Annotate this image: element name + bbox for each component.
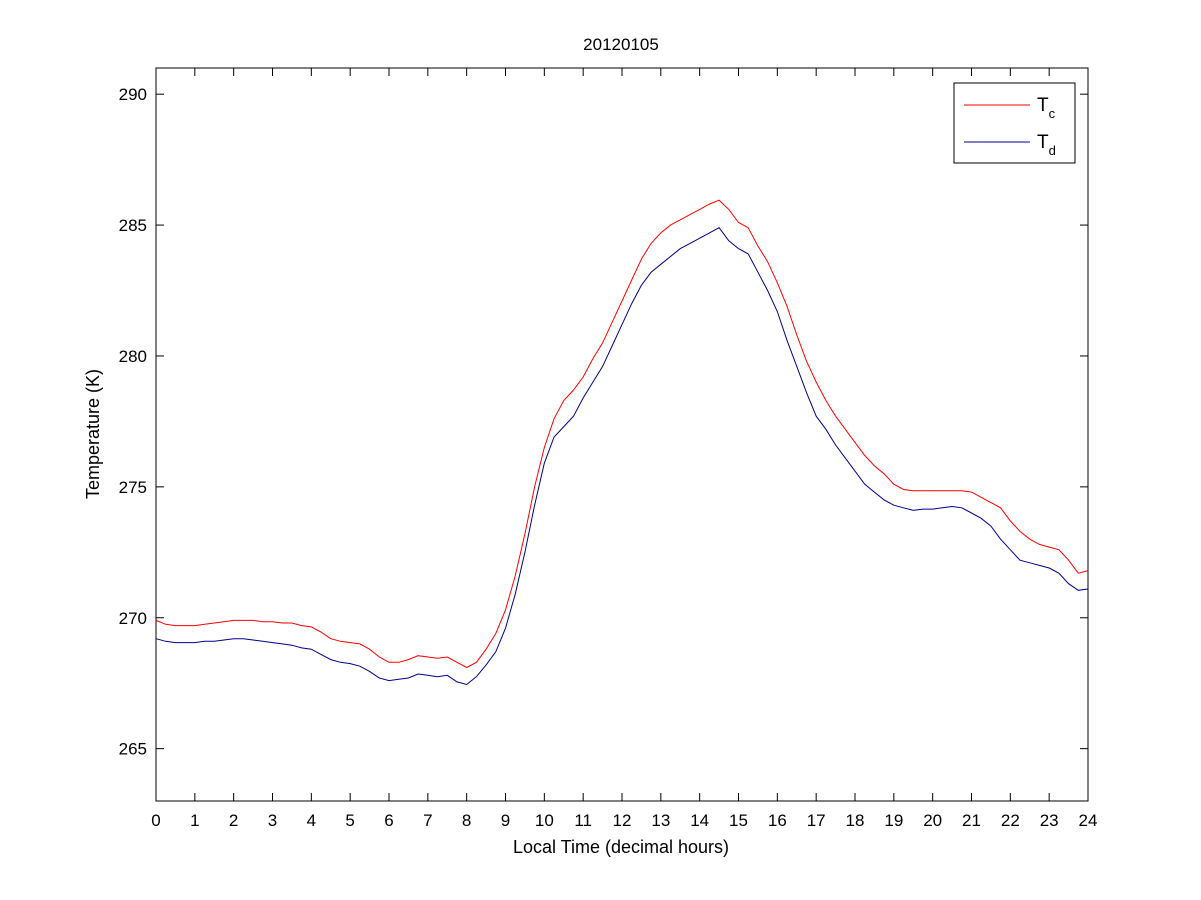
x-tick-label: 8 [462, 811, 471, 830]
x-tick-label: 7 [423, 811, 432, 830]
y-tick-label: 280 [119, 347, 147, 366]
x-tick-label: 9 [501, 811, 510, 830]
legend-label-c: Tc [1037, 95, 1056, 121]
x-axis-ticks: 0 1 2 3 4 5 6 7 8 9 10 11 12 13 14 15 16 17 18 19 20 21 22 23 24 [151, 68, 1097, 830]
y-axis-ticks: 265 270 275 280 285 290 [119, 85, 1088, 759]
x-tick-label: 13 [651, 811, 670, 830]
y-tick-label: 285 [119, 216, 147, 235]
y-tick-label: 290 [119, 85, 147, 104]
legend-label-d: Td [1037, 132, 1056, 158]
x-tick-label: 0 [151, 811, 160, 830]
x-tick-label: 17 [807, 811, 826, 830]
legend-label-c-main: T [1037, 95, 1049, 116]
chart-title: 20120105 [583, 35, 659, 54]
series-layer [155, 199, 1089, 686]
x-tick-label: 5 [345, 811, 354, 830]
x-tick-label: 15 [729, 811, 748, 830]
x-tick-label: 2 [229, 811, 238, 830]
plot-area: 0 1 2 3 4 5 6 7 8 9 10 11 12 13 14 15 16 17 18 19 20 21 22 23 24… [119, 67, 1097, 830]
series-line-d [155, 227, 1089, 686]
x-tick-label: 10 [535, 811, 554, 830]
x-tick-label: 1 [190, 811, 199, 830]
x-tick-label: 21 [962, 811, 981, 830]
x-tick-label: 19 [884, 811, 903, 830]
x-axis-label: Local Time (decimal hours) [513, 837, 729, 857]
axes-box [155, 67, 1089, 802]
x-tick-label: 20 [923, 811, 942, 830]
x-tick-label: 4 [307, 811, 316, 830]
x-tick-label: 6 [384, 811, 393, 830]
legend-label-c-subscript: c [1049, 106, 1056, 121]
series-line-c [155, 199, 1089, 669]
y-axis-label: Temperature (K) [83, 369, 103, 499]
x-tick-label: 14 [690, 811, 709, 830]
y-tick-label: 270 [119, 609, 147, 628]
x-tick-label: 24 [1079, 811, 1098, 830]
x-tick-label: 22 [1001, 811, 1020, 830]
legend: Tc Td [953, 82, 1076, 164]
legend-label-d-main: T [1037, 132, 1049, 153]
x-tick-label: 18 [846, 811, 865, 830]
x-tick-label: 16 [768, 811, 787, 830]
x-tick-label: 12 [613, 811, 632, 830]
x-tick-label: 11 [574, 811, 592, 830]
y-tick-label: 265 [119, 740, 147, 759]
x-tick-label: 3 [268, 811, 277, 830]
legend-label-d-subscript: d [1049, 143, 1056, 158]
legend-box [953, 82, 1076, 164]
x-tick-label: 23 [1040, 811, 1059, 830]
y-tick-label: 275 [119, 478, 147, 497]
